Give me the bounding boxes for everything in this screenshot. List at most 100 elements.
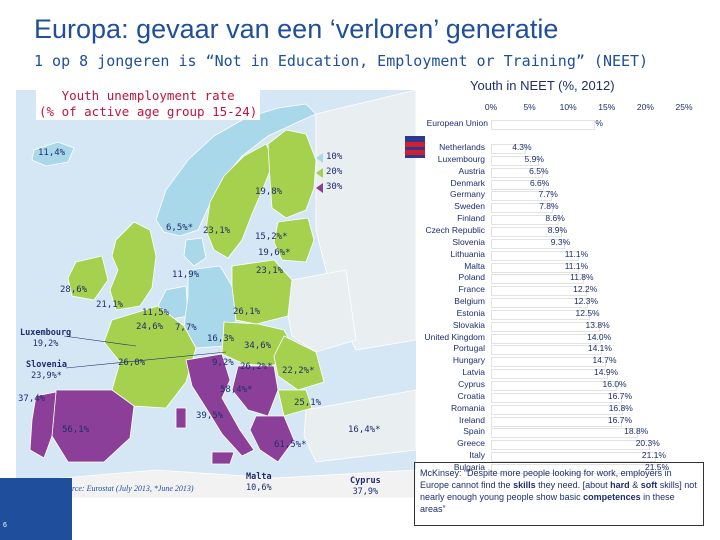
neet-value-label: 11.8% (570, 272, 594, 283)
cyprus-value: 37,9% (352, 487, 379, 497)
cyprus-callout: Cyprus 37,9% (350, 476, 381, 498)
neet-value-label: 14.1% (587, 343, 612, 354)
neet-bar (491, 357, 607, 368)
neet-bar (491, 167, 544, 178)
neet-value-label: 12.3% (573, 296, 599, 307)
neet-bar (491, 274, 585, 285)
cyprus-name: Cyprus (350, 476, 381, 486)
legend-label: 10% (326, 152, 343, 162)
neet-bar (491, 428, 639, 439)
country-label: Slovakia (452, 319, 485, 330)
country-label: Sweden (454, 201, 485, 212)
neet-value-label: 12.5% (575, 307, 600, 318)
country-label: Germany (450, 189, 485, 200)
neet-value-label: 8.9% (547, 224, 568, 235)
neet-value-label: 21.1% (641, 450, 666, 461)
country-label: Belgium (454, 296, 485, 307)
map-label-iceland: 11,4% (38, 148, 66, 158)
luxembourg-callout: Luxembourg 19,2% (20, 328, 71, 350)
country-label: Spain (463, 426, 485, 437)
neet-value-label: 4.3% (512, 142, 532, 152)
neet-bar (491, 238, 565, 249)
country-label: Czech Republic (425, 224, 485, 235)
slide-subtitle: 1 op 8 jongeren is “Not in Education, Em… (34, 52, 649, 70)
neet-value-label: 14.7% (592, 355, 617, 366)
legend-label: 20% (326, 167, 343, 177)
neet-bar (491, 381, 617, 391)
eu-label: European Union (426, 118, 488, 128)
country-label: Cyprus (458, 379, 485, 389)
legend-item-30: 30% (316, 182, 343, 193)
neet-bar (491, 333, 602, 344)
neet-value-label: 16.0% (602, 379, 627, 389)
neet-value-label: 11.1% (564, 248, 589, 259)
map-label-italy: 39,5% (196, 411, 224, 421)
quote-text: skills] not nearly enough young people s… (420, 480, 697, 502)
neet-value-label: 9.3% (550, 236, 571, 247)
neet-value-label: 21.5% (644, 461, 670, 472)
country-label: Luxembourg (437, 153, 485, 164)
neet-bar (491, 215, 560, 226)
neet-value-label: 5.9% (524, 153, 544, 164)
map-label-denmark: 11,9% (172, 270, 200, 280)
map-title-line1: Youth unemployment rate (61, 88, 235, 103)
map-label-spain: 56,1% (62, 425, 90, 435)
map-label-latvia: 19,6%* (258, 248, 291, 258)
neet-bar (491, 250, 579, 261)
neet-value-label: 14.0% (587, 331, 612, 342)
map-label-lithuania: 23,1% (256, 266, 284, 276)
neet-chart-title: Youth in NEET (%, 2012) (470, 78, 615, 93)
neet-bar (491, 345, 602, 356)
neet-value-label: 20.3% (635, 438, 660, 449)
map-label-croatia: 58,4%* (220, 385, 253, 395)
map-title-line2: (% of active age group 15-24) (39, 104, 258, 119)
neet-bar (491, 452, 656, 463)
eu-bar (491, 120, 595, 130)
country-label: Croatia (457, 390, 485, 401)
map-label-poland: 26,1% (233, 307, 261, 317)
neet-value-label: 12.2% (573, 284, 598, 295)
neet-value-label: 6.6% (529, 177, 550, 188)
neet-bar (491, 463, 659, 474)
country-label: Portugal (453, 343, 485, 354)
legend-triangle-icon (316, 153, 323, 163)
neet-bar (491, 298, 588, 309)
country-label: Denmark (450, 177, 485, 188)
map-label-bulgaria: 25,1% (294, 398, 322, 408)
neet-value-label: 16.8% (608, 402, 633, 413)
map-label-romania: 22,2%* (282, 366, 315, 376)
map-label-greece: 61,5%* (274, 440, 307, 450)
luxembourg-name: Luxembourg (20, 328, 72, 338)
neet-bar (491, 203, 554, 214)
neet-bar (491, 286, 588, 297)
neet-bar (491, 262, 579, 273)
neet-bar (491, 321, 600, 332)
neet-value-label: 8.6% (545, 213, 565, 224)
axis-tick-label: 15% (598, 102, 616, 112)
quote-text: & (629, 480, 641, 490)
quote-bold: skills (513, 480, 536, 490)
neet-value-label: 18.8% (624, 426, 649, 437)
legend-triangle-icon (316, 183, 323, 193)
country-label: Lithuania (450, 248, 485, 259)
neet-bar (491, 179, 544, 190)
neet-value-label: 16.7% (607, 414, 633, 425)
country-label: Malta (464, 260, 485, 271)
legend-label: 30% (326, 182, 343, 192)
legend-item-10: 10% (316, 152, 343, 163)
country-label: Bulgaria (453, 461, 485, 472)
neet-bar (491, 309, 590, 320)
quote-text: in these areas” (420, 492, 675, 514)
quote-bold: soft (640, 480, 658, 490)
neet-bar (491, 440, 650, 451)
map-label-estonia: 15,2%* (255, 232, 288, 242)
neet-value-label: 6.5% (529, 165, 549, 176)
axis-tick-label: 0% (484, 102, 498, 112)
country-label: Poland (458, 272, 485, 283)
quote-bold: competences (583, 492, 641, 502)
legend-item-20: 20% (316, 167, 343, 178)
slovenia-value: 23,9%* (31, 371, 62, 381)
country-label: Latvia (462, 367, 485, 378)
neet-bar (491, 144, 527, 154)
country-label: Estonia (456, 307, 485, 318)
